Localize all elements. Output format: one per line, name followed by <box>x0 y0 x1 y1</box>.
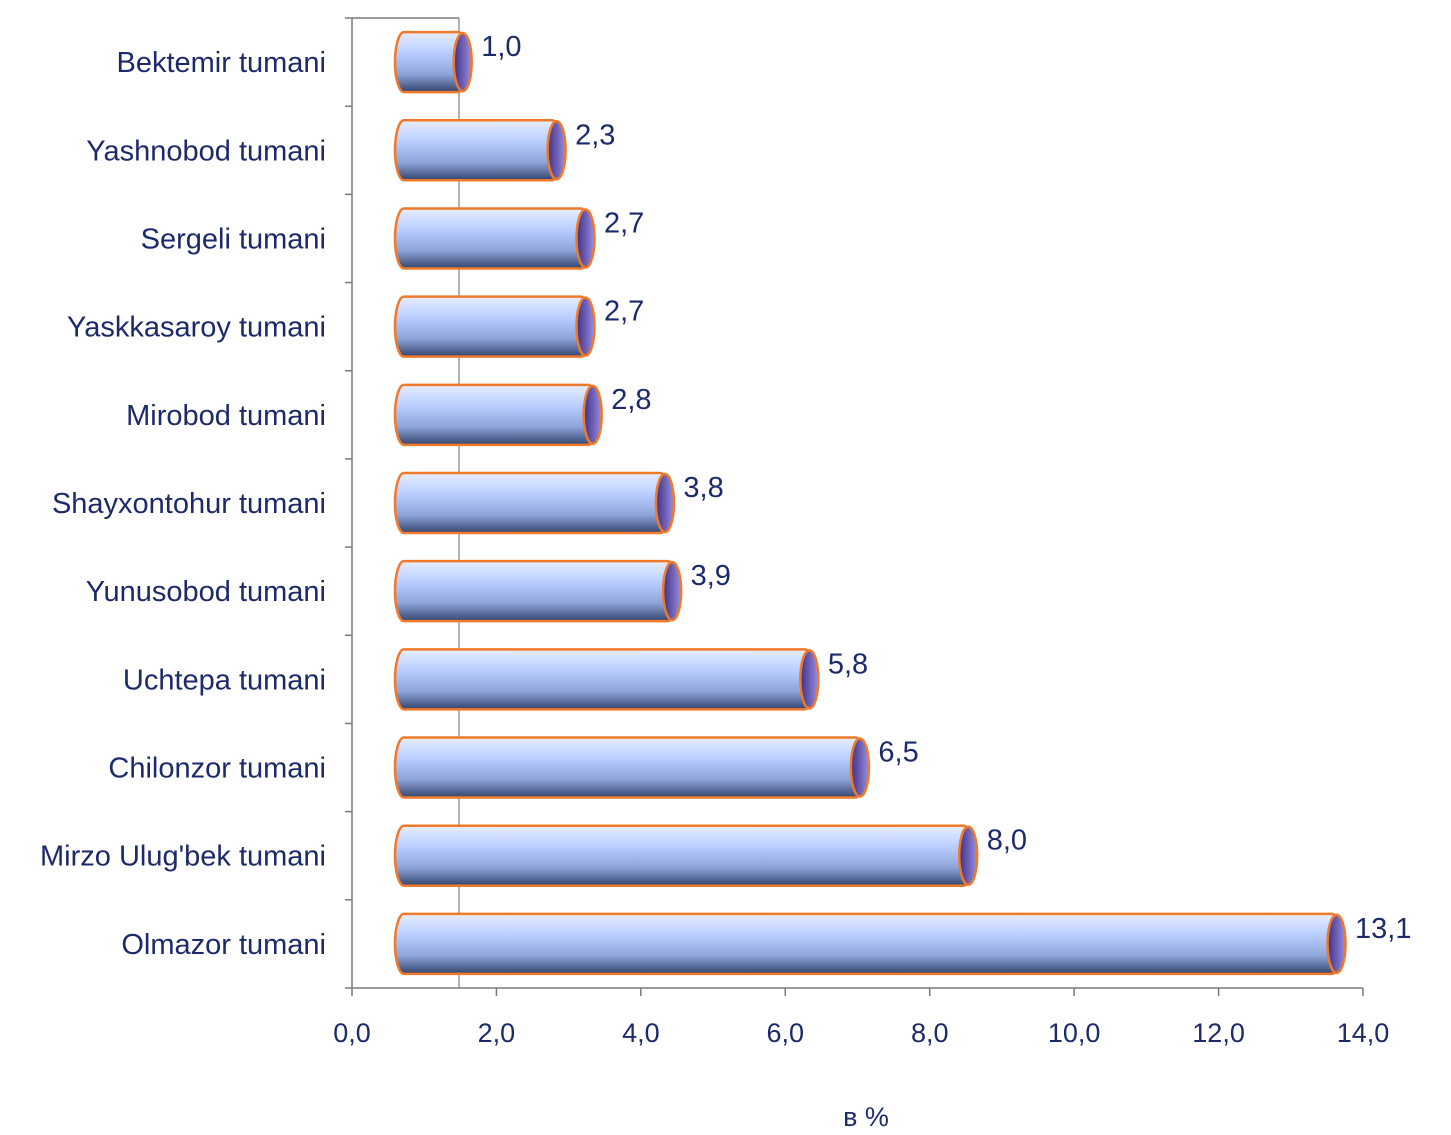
value-label: 6,5 <box>878 737 918 769</box>
category-label: Uchtepa tumani <box>123 664 326 696</box>
category-label: Olmazor tumani <box>121 929 326 961</box>
value-label: 8,0 <box>987 825 1027 857</box>
value-label: 1,0 <box>481 31 521 63</box>
bar <box>393 119 567 182</box>
x-tick-label: 8,0 <box>911 1018 949 1048</box>
bar-end-cap <box>1326 913 1347 975</box>
category-label: Yaskkasaroy tumani <box>67 312 326 344</box>
bar-end-cap <box>654 472 676 534</box>
x-tick-label: 10,0 <box>1048 1018 1101 1048</box>
bar <box>393 30 473 94</box>
bar <box>393 207 596 270</box>
bar-body <box>393 736 866 799</box>
x-tick-label: 14,0 <box>1337 1018 1390 1048</box>
value-label: 2,7 <box>604 207 644 239</box>
x-tick-label: 2,0 <box>478 1018 516 1048</box>
category-label: Mirobod tumani <box>126 400 326 432</box>
bar-body <box>393 824 974 887</box>
value-label: 2,3 <box>575 119 615 151</box>
bar <box>393 912 1347 976</box>
category-label: Yunusobod tumani <box>86 576 326 608</box>
bar-body <box>393 383 599 447</box>
category-label: Yashnobod tumani <box>86 135 326 167</box>
x-axis-title: в % <box>843 1102 889 1132</box>
x-tick-label: 0,0 <box>333 1018 371 1048</box>
bar-end-cap <box>849 737 871 798</box>
bar <box>393 648 820 711</box>
bar-end-cap <box>546 120 567 181</box>
value-label: 3,9 <box>691 560 731 592</box>
bar <box>393 471 676 535</box>
labels: 0,0 2,0 4,0 6,0 8,0 10,0 12,0 14,0 Bektemir tuma… <box>40 31 1411 1048</box>
bar <box>393 736 871 799</box>
category-label: Bektemir tumani <box>116 47 326 79</box>
bar-end-cap <box>575 208 596 269</box>
bar <box>393 559 683 623</box>
bar-body <box>393 471 671 535</box>
bar-end-cap <box>575 296 596 357</box>
value-label: 5,8 <box>828 648 868 680</box>
value-label: 2,7 <box>604 296 644 328</box>
category-label: Chilonzor tumani <box>108 753 326 785</box>
bar-body <box>393 559 678 623</box>
category-label: Mirzo Ulug'bek tumani <box>40 841 326 873</box>
value-label: 2,8 <box>611 384 651 416</box>
value-label: 13,1 <box>1355 913 1411 945</box>
bar <box>393 824 979 887</box>
x-tick-label: 6,0 <box>767 1018 805 1048</box>
x-tick-label: 4,0 <box>622 1018 660 1048</box>
bar-body <box>393 295 592 358</box>
bar-body <box>393 207 592 270</box>
bar <box>393 383 603 447</box>
bar-end-cap <box>582 384 603 446</box>
axes <box>345 17 1364 996</box>
bar <box>393 295 596 358</box>
bars <box>393 30 1347 976</box>
bar-end-cap <box>452 31 473 93</box>
x-tick-label: 12,0 <box>1192 1018 1245 1048</box>
value-label: 3,8 <box>683 472 723 504</box>
category-label: Shayxontohur tumani <box>52 488 326 520</box>
category-label: Sergeli tumani <box>141 223 326 255</box>
bar-body <box>393 912 1343 976</box>
bar-end-cap <box>799 649 820 710</box>
bar-body <box>393 648 816 711</box>
bar-end-cap <box>957 825 979 886</box>
bar-end-cap <box>661 560 683 622</box>
bar-body <box>393 119 563 182</box>
